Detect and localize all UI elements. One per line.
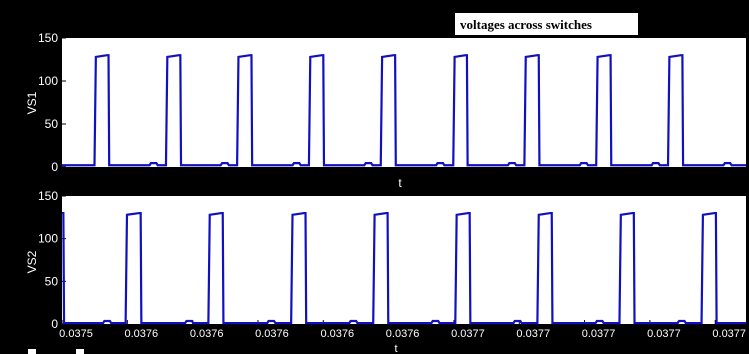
vs2-y-tick-label: 100 <box>38 232 58 246</box>
vs2-y-ticks: 0 50 100 150 <box>38 189 66 331</box>
vs1-y-tick-label: 150 <box>38 31 58 45</box>
figure-title: voltages across switches <box>460 17 592 32</box>
vs1-y-axis-label: VS1 <box>25 91 39 114</box>
vs2-x-tick-label: 0.0376 <box>190 328 224 340</box>
figure-title-box: voltages across switches <box>455 13 638 35</box>
vs2-x-tick-label: 0.0376 <box>386 328 420 340</box>
vs1-plot: 0 50 100 150 VS1 t <box>25 31 746 190</box>
vs2-x-tick-label: 0.0376 <box>255 328 289 340</box>
vs2-x-tick-label: 0.0377 <box>582 328 616 340</box>
vs1-y-ticks: 0 50 100 150 <box>38 31 66 174</box>
vs1-y-tick-label: 50 <box>45 117 59 131</box>
vs1-y-tick-label: 0 <box>51 160 58 174</box>
bottom-marker-1 <box>28 349 36 354</box>
figure-top-border <box>0 0 749 3</box>
vs2-x-tick-label: 0.0376 <box>320 328 354 340</box>
vs1-x-axis-label: t <box>398 176 402 190</box>
vs2-x-ticks: 0.0375 0.0376 0.0376 0.0376 0.0376 0.0376 0.03… <box>59 320 746 340</box>
vs1-y-tick-label: 100 <box>38 74 58 88</box>
bottom-markers <box>28 349 84 354</box>
vs2-trace <box>62 211 746 325</box>
bottom-marker-2 <box>76 349 84 354</box>
vs2-x-tick-label: 0.0375 <box>59 328 93 340</box>
vs1-trace <box>62 54 746 167</box>
vs2-x-tick-label: 0.0377 <box>516 328 550 340</box>
vs2-plot: 0 50 100 150 0.0375 0.0376 0.0376 0.0376 0.0376… <box>25 189 746 354</box>
vs2-x-tick-label: 0.0377 <box>647 328 681 340</box>
vs2-x-tick-label: 0.0377 <box>451 328 485 340</box>
vs2-plot-area <box>62 196 746 324</box>
vs2-y-tick-label: 0 <box>51 317 58 331</box>
vs2-x-axis-label: t <box>394 343 397 354</box>
vs2-y-axis-label: VS2 <box>25 250 39 273</box>
vs2-y-tick-label: 50 <box>45 274 59 288</box>
vs1-plot-area <box>62 38 746 167</box>
vs2-x-tick-label: 0.0377 <box>712 328 746 340</box>
vs2-y-tick-label: 150 <box>38 189 58 203</box>
vs2-x-tick-label: 0.0376 <box>124 328 158 340</box>
